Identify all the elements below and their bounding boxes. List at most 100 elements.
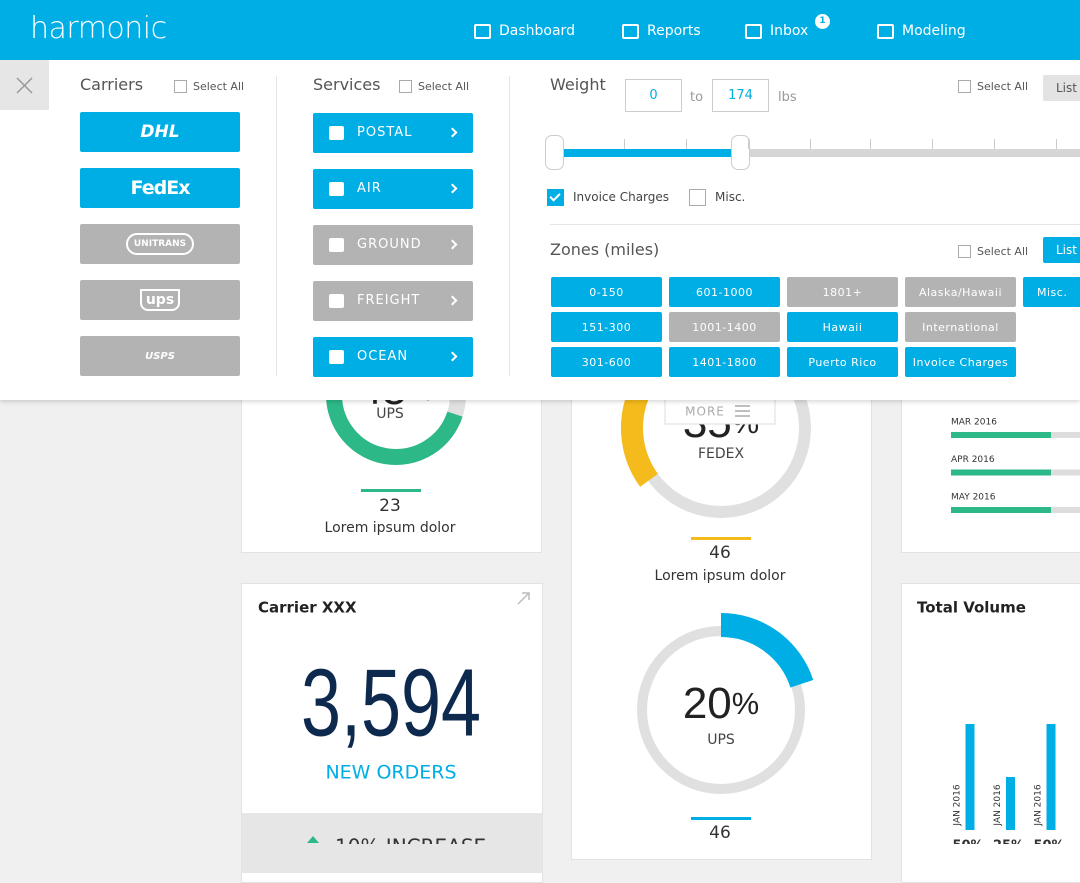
checkbox[interactable]: [958, 245, 971, 258]
checkbox[interactable]: [547, 189, 564, 206]
checkbox[interactable]: [399, 80, 412, 93]
close-icon: [16, 77, 33, 94]
service-button[interactable]: GROUND: [313, 225, 473, 265]
value-label: 50%: [1033, 839, 1064, 845]
service-button[interactable]: AIR: [313, 169, 473, 209]
service-button[interactable]: FREIGHT: [313, 281, 473, 321]
nav-item[interactable]: Modeling: [877, 21, 966, 41]
zone-button[interactable]: Invoice Charges: [905, 347, 1016, 377]
zone-button[interactable]: 1001-1400: [669, 312, 780, 342]
slider-track: [553, 149, 1080, 157]
service-label: AIR: [357, 181, 382, 196]
nav-item[interactable]: Reports: [622, 21, 701, 41]
zone-button[interactable]: 601-1000: [669, 277, 780, 307]
option-label[interactable]: Misc.: [715, 190, 746, 204]
zone-button[interactable]: 1401-1800: [669, 347, 780, 377]
checkbox[interactable]: [958, 80, 971, 93]
service-icon: [329, 294, 344, 308]
more-label: MORE: [685, 405, 725, 419]
slider-tick: [994, 139, 995, 149]
list-button[interactable]: List: [1043, 237, 1080, 263]
select-all[interactable]: Select All: [977, 245, 1029, 258]
section-title: Weight: [550, 75, 606, 94]
badge: 1: [815, 14, 830, 29]
nav-label: Inbox: [770, 23, 809, 39]
carrier-button[interactable]: FedEx: [80, 168, 240, 208]
carrier-logo: USPS: [145, 350, 175, 362]
donut-arc: [720, 613, 814, 688]
bar: [1006, 777, 1015, 830]
carrier-button[interactable]: DHL: [80, 112, 240, 152]
percent-unit: %: [732, 686, 759, 721]
carrier-name: UPS: [707, 732, 735, 748]
carrier-button[interactable]: UNITRANS: [80, 224, 240, 264]
select-all[interactable]: Select All: [418, 80, 470, 93]
nav-label: Modeling: [902, 23, 966, 39]
slider-tick: [1056, 139, 1057, 149]
count: 23: [379, 496, 401, 516]
carrier-name: UPS: [376, 406, 404, 422]
x-label: JAN 2016: [993, 784, 1003, 826]
nav-icon: [745, 23, 762, 39]
donut-percent: 20%: [683, 679, 759, 728]
header: harmonic Dashboard Reports Inbox 1 Modeling: [0, 0, 1080, 60]
checkbox[interactable]: [174, 80, 187, 93]
select-all[interactable]: Select All: [193, 80, 245, 93]
x-label: JAN 2016: [953, 784, 963, 826]
slider-tick: [624, 139, 625, 149]
section-title: Services: [313, 75, 381, 94]
zone-button[interactable]: 301-600: [551, 347, 662, 377]
nav-item[interactable]: Inbox: [745, 21, 808, 41]
carrier-button[interactable]: USPS: [80, 336, 240, 376]
zone-button[interactable]: International: [905, 312, 1016, 342]
carrier-button[interactable]: ups: [80, 280, 240, 320]
zone-button[interactable]: Puerto Rico: [787, 347, 898, 377]
option-label[interactable]: Invoice Charges: [573, 190, 670, 204]
zone-button[interactable]: Alaska/Hawaii: [905, 277, 1016, 307]
list-button[interactable]: List: [1043, 75, 1080, 101]
slider-handle[interactable]: [545, 135, 564, 170]
nav-icon: [474, 23, 491, 39]
value-label: 50%: [952, 839, 983, 845]
zone-button[interactable]: 1801+: [787, 277, 898, 307]
zone-button[interactable]: 0-150: [551, 277, 662, 307]
carrier-name: FEDEX: [698, 446, 745, 462]
service-icon: [329, 182, 344, 196]
card-title: Total Volume: [917, 599, 1026, 617]
slider-tick: [686, 139, 687, 149]
more-button: [664, 398, 776, 425]
logo[interactable]: harmonic: [30, 11, 167, 46]
slider-handle[interactable]: [731, 135, 750, 170]
carrier-logo: UNITRANS: [125, 233, 195, 255]
section-title: Carriers: [80, 75, 144, 94]
big-number-label: NEW ORDERS: [325, 762, 456, 784]
close-button[interactable]: [0, 60, 49, 110]
weight-max[interactable]: 174: [712, 79, 769, 112]
expand-icon[interactable]: [517, 592, 530, 605]
nav-item[interactable]: Dashboard: [474, 21, 575, 41]
service-button[interactable]: OCEAN: [313, 337, 473, 377]
select-all[interactable]: Select All: [977, 80, 1029, 93]
count: 46: [709, 823, 731, 843]
progress-fill: [951, 432, 1051, 438]
service-button[interactable]: POSTAL: [313, 113, 473, 153]
weight-min[interactable]: 0: [625, 79, 682, 112]
big-number: 3,594: [301, 649, 481, 756]
zone-button[interactable]: Hawaii: [787, 312, 898, 342]
percent-value: 20: [683, 679, 732, 728]
carrier-card: [241, 583, 543, 883]
month-label: MAY 2016: [951, 493, 996, 503]
zone-button[interactable]: 151-300: [551, 312, 662, 342]
checkbox[interactable]: [689, 189, 706, 206]
zone-button[interactable]: Misc.: [1023, 277, 1080, 307]
nav-icon: [622, 23, 639, 39]
carrier-logo: FedEx: [130, 177, 191, 199]
progress-fill: [951, 507, 1051, 513]
underline: [361, 489, 421, 492]
service-icon: [329, 350, 344, 364]
chevron: [447, 295, 458, 306]
service-label: GROUND: [357, 237, 422, 252]
slider-tick: [748, 139, 749, 149]
service-icon: [329, 126, 344, 140]
month-label: APR 2016: [951, 455, 995, 465]
